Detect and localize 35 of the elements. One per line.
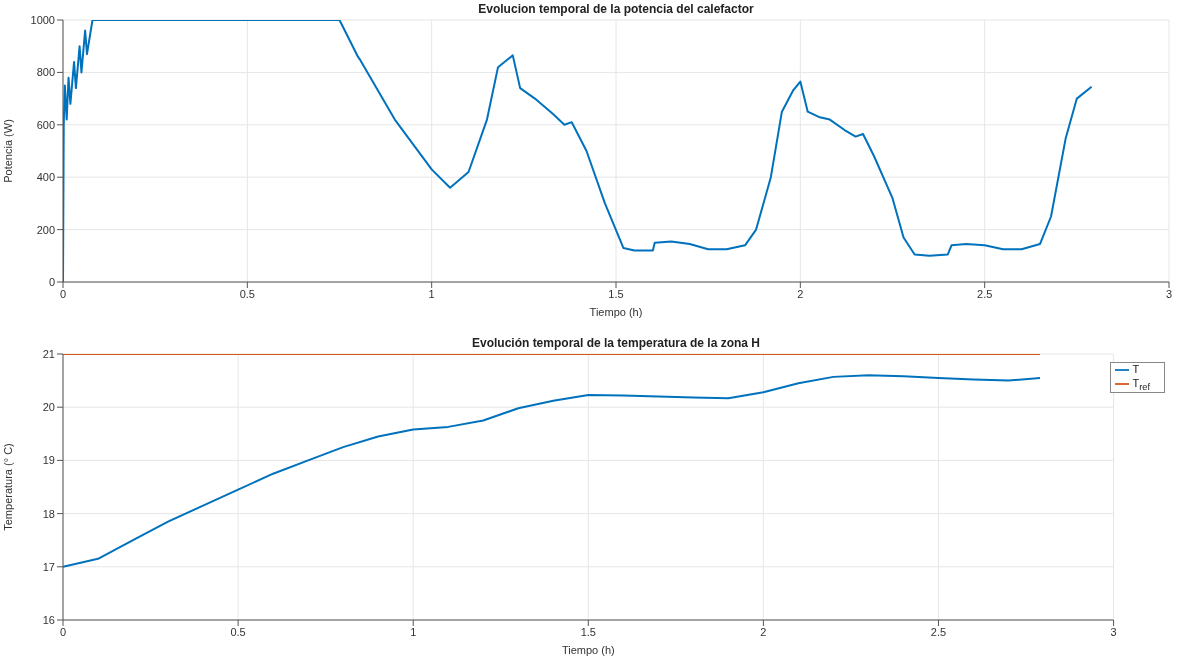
y-tick-label: 20 <box>42 401 55 414</box>
x-tick-label: 3 <box>1165 287 1173 300</box>
x-tick-label: 2 <box>797 287 804 300</box>
chart-title: Evolucion temporal de la potencia del calefactor <box>477 2 755 16</box>
x-tick-label: 3 <box>1110 625 1117 638</box>
y-axis-title: Temperatura (° C) <box>1 443 14 531</box>
line-series <box>63 374 1042 568</box>
y-tick-label: 21 <box>42 347 55 360</box>
x-tick-label: 2.5 <box>977 287 993 300</box>
y-tick-label: 16 <box>42 613 55 626</box>
x-tick-label: 2 <box>760 625 767 638</box>
legend-label: T$_{ref}$ <box>1132 377 1150 393</box>
y-axis-title: Potencia (W) <box>1 119 14 183</box>
x-tick-label: 1 <box>428 287 435 300</box>
x-tick-label: 1 <box>410 625 417 638</box>
y-tick-label: 200 <box>36 223 55 236</box>
x-axis-title: Tiempo (h) <box>589 306 643 318</box>
x-tick-label: 0.5 <box>239 287 255 300</box>
x-tick-label: 2.5 <box>930 625 947 638</box>
x-tick-label: 1.5 <box>608 287 624 300</box>
x-tick-label: 1.5 <box>580 625 596 638</box>
chart-title: Evolución temporal de la temperatura de la zona H <box>470 336 762 350</box>
y-tick-label: 400 <box>36 171 55 184</box>
y-tick-label: 600 <box>36 118 55 131</box>
x-tick-label: 0 <box>59 625 67 638</box>
legend-label: T <box>1132 363 1140 375</box>
y-tick-label: 17 <box>42 560 55 573</box>
y-tick-label: 0 <box>48 275 55 288</box>
x-tick-label: 0.5 <box>230 625 246 638</box>
y-tick-label: 1000 <box>30 13 55 26</box>
y-tick-label: 18 <box>42 507 55 520</box>
x-axis-title: Tiempo (h) <box>561 644 615 656</box>
x-tick-label: 0 <box>59 287 67 300</box>
y-tick-label: 800 <box>36 66 55 79</box>
y-tick-label: 19 <box>42 454 55 467</box>
